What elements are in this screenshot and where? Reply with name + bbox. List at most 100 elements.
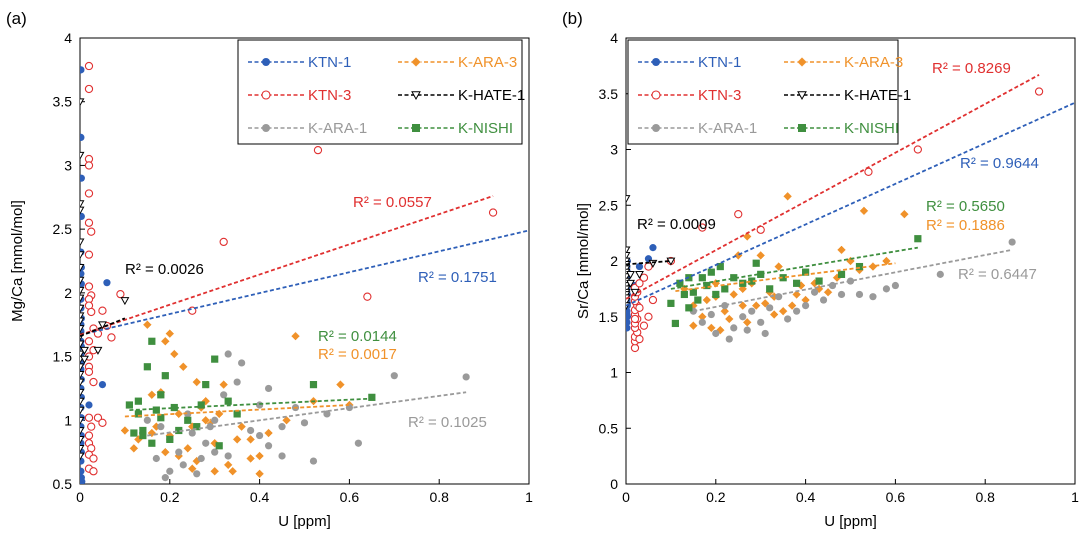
- data-point: [184, 410, 192, 418]
- x-tick-label: 0.6: [886, 489, 906, 505]
- y-tick-label: 0.5: [599, 420, 619, 436]
- y-tick-label: 3.5: [599, 86, 619, 102]
- legend-box: [237, 39, 523, 145]
- legend-label: KTN-1: [698, 54, 741, 71]
- data-point: [130, 429, 138, 437]
- x-tick-label: 0.2: [160, 489, 180, 505]
- legend-label: K-HATE-1: [844, 87, 911, 104]
- data-point: [80, 371, 85, 380]
- y-tick-label: 2: [64, 285, 72, 301]
- data-point: [129, 443, 139, 454]
- data-point: [169, 349, 180, 359]
- y-tick-label: 1.5: [599, 309, 619, 325]
- x-tick-label: 0: [622, 489, 630, 505]
- data-point: [1008, 238, 1016, 246]
- data-point: [755, 250, 766, 261]
- data-point: [148, 439, 156, 447]
- trend-line-k-ara-3: [124, 404, 350, 418]
- data-point: [200, 415, 211, 426]
- r2-label-k-nishi: R² = 0.5650: [926, 198, 1005, 215]
- data-point: [635, 334, 644, 344]
- data-point: [626, 195, 631, 204]
- legend-marker: [411, 91, 421, 101]
- data-point: [107, 333, 116, 342]
- data-point: [170, 403, 178, 412]
- data-point: [671, 319, 679, 328]
- x-tick-label: 1: [1071, 489, 1079, 505]
- data-point: [899, 209, 910, 219]
- legend-label: KTN-3: [698, 87, 741, 104]
- data-point: [712, 329, 720, 338]
- y-tick-label: 4: [64, 30, 72, 46]
- data-point: [80, 312, 85, 321]
- data-point: [202, 439, 210, 447]
- data-point: [80, 174, 85, 182]
- y-axis-label: Sr/Ca [mmol/mol]: [575, 203, 592, 319]
- legend-marker: [652, 58, 660, 66]
- data-point: [639, 321, 649, 330]
- data-point: [175, 426, 183, 435]
- r2-label-ktn-3: R² = 0.0557: [353, 194, 432, 211]
- data-point: [742, 231, 752, 242]
- data-point: [161, 372, 169, 380]
- data-point: [760, 298, 770, 309]
- y-tick-label: 1: [64, 412, 72, 428]
- y-tick-label: 0: [610, 476, 618, 492]
- data-point: [98, 306, 107, 315]
- data-point: [187, 463, 198, 474]
- data-point: [698, 274, 706, 282]
- data-point: [223, 460, 233, 470]
- data-point: [147, 390, 157, 400]
- y-tick-label: 2: [610, 253, 618, 269]
- data-point: [739, 313, 747, 321]
- data-point: [80, 363, 85, 372]
- r2-label-k-ara-1: R² = 0.6447: [958, 266, 1037, 283]
- data-point: [160, 336, 171, 347]
- trend-line-k-ara-3: [675, 262, 896, 292]
- data-point: [80, 238, 85, 247]
- data-point: [247, 426, 255, 435]
- data-point: [368, 393, 376, 401]
- r2-label-k-ara-3: R² = 0.0017: [318, 346, 397, 363]
- data-point: [859, 206, 869, 216]
- data-point: [815, 277, 823, 285]
- data-point: [233, 410, 241, 418]
- data-point: [80, 427, 85, 436]
- series-k-ara-1: [689, 238, 1016, 343]
- legend-marker: [798, 124, 806, 132]
- data-point: [707, 310, 715, 319]
- legend-label: K-ARA-1: [308, 120, 367, 137]
- data-point: [80, 406, 85, 415]
- data-point: [218, 379, 229, 390]
- data-point: [89, 467, 98, 476]
- data-point: [680, 290, 688, 299]
- data-point: [864, 167, 873, 176]
- data-point: [80, 346, 89, 355]
- data-point: [725, 335, 733, 343]
- data-point: [761, 329, 769, 338]
- data-point: [84, 250, 94, 259]
- data-point: [881, 256, 892, 266]
- y-tick-label: 1.5: [53, 349, 73, 365]
- data-point: [914, 235, 922, 243]
- data-point: [694, 296, 702, 304]
- data-point: [80, 286, 85, 295]
- data-point: [211, 416, 219, 424]
- data-point: [125, 401, 133, 409]
- data-point: [823, 287, 833, 297]
- chart-panel-b: (b) 0 0.2 0.4 0.6 0.8 1 0 0.5 1 1.5 2 2.5 3 3.5 4 U [ppm…: [562, 9, 1079, 530]
- trend-line-k-nishi: [129, 397, 372, 411]
- x-tick-label: 0.2: [706, 489, 726, 505]
- chart-panel-a: (a) 0 0.2 0.4 0.6 0.8 1 0.5 1 1.5 2 2.5 3 3.5 4 U [ppm]…: [6, 9, 533, 530]
- data-point: [80, 263, 85, 273]
- data-point: [227, 466, 238, 477]
- data-point: [80, 477, 86, 484]
- legend-label: K-NISHI: [844, 120, 899, 137]
- data-point: [175, 448, 183, 456]
- data-point: [712, 290, 720, 299]
- data-point: [165, 328, 175, 339]
- panel-label: (a): [6, 9, 27, 28]
- data-point: [80, 212, 85, 220]
- data-point: [819, 296, 828, 304]
- x-axis-label: U [ppm]: [824, 513, 877, 530]
